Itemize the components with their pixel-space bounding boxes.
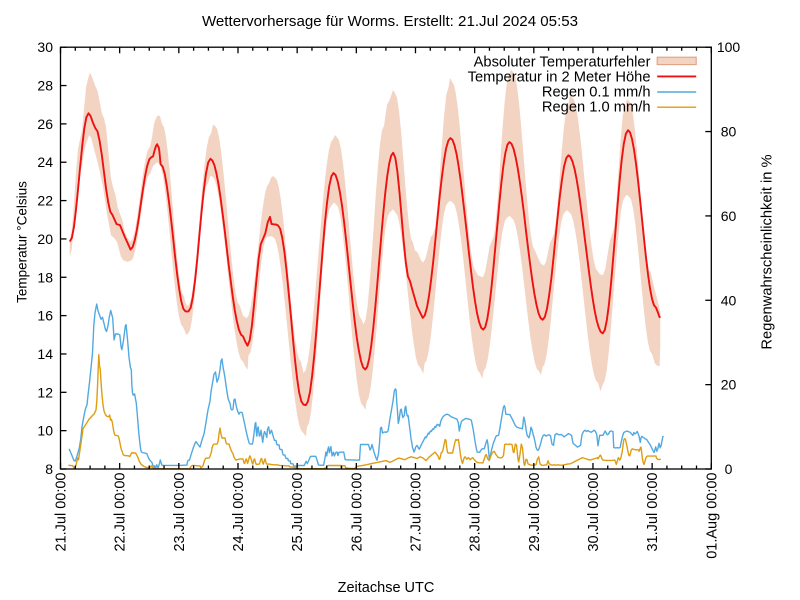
svg-text:Regenwahrscheinlichkeit in %: Regenwahrscheinlichkeit in % [760, 154, 776, 349]
svg-text:Regen 0.1 mm/h: Regen 0.1 mm/h [542, 85, 651, 101]
svg-text:31.Jul 00:00: 31.Jul 00:00 [645, 473, 661, 552]
svg-text:29.Jul 00:00: 29.Jul 00:00 [527, 473, 543, 552]
svg-text:16: 16 [37, 308, 53, 324]
svg-text:18: 18 [37, 269, 53, 285]
svg-text:Temperatur °Celsius: Temperatur °Celsius [15, 181, 30, 303]
svg-text:Regen 1.0 mm/h: Regen 1.0 mm/h [542, 100, 651, 116]
svg-text:24: 24 [37, 154, 53, 170]
svg-text:01.Aug 00:00: 01.Aug 00:00 [704, 473, 720, 559]
svg-text:Zeitachse UTC: Zeitachse UTC [338, 580, 435, 596]
svg-text:24.Jul 00:00: 24.Jul 00:00 [231, 473, 247, 552]
svg-text:26.Jul 00:00: 26.Jul 00:00 [349, 473, 365, 552]
svg-text:30: 30 [37, 39, 53, 55]
svg-text:60: 60 [721, 208, 737, 224]
svg-text:10: 10 [37, 423, 53, 439]
svg-text:26: 26 [37, 116, 53, 132]
svg-text:14: 14 [37, 346, 53, 362]
svg-text:20: 20 [721, 377, 737, 393]
svg-text:21.Jul 00:00: 21.Jul 00:00 [54, 473, 70, 552]
svg-text:22: 22 [37, 193, 53, 209]
svg-text:30.Jul 00:00: 30.Jul 00:00 [586, 473, 602, 552]
svg-text:Temperatur in 2 Meter Höhe: Temperatur in 2 Meter Höhe [468, 70, 651, 86]
svg-text:20: 20 [37, 231, 53, 247]
svg-text:23.Jul 00:00: 23.Jul 00:00 [172, 473, 188, 552]
svg-text:40: 40 [721, 292, 737, 308]
svg-text:0: 0 [725, 461, 733, 477]
svg-text:Wettervorhersage für Worms. Er: Wettervorhersage für Worms. Erstellt: 21… [202, 13, 578, 30]
svg-text:28: 28 [37, 78, 53, 94]
svg-text:80: 80 [721, 124, 737, 140]
svg-text:8: 8 [45, 461, 53, 477]
svg-text:Absoluter Temperaturfehler: Absoluter Temperaturfehler [474, 55, 651, 71]
svg-text:27.Jul 00:00: 27.Jul 00:00 [409, 473, 425, 552]
svg-text:100: 100 [717, 39, 741, 55]
svg-text:22.Jul 00:00: 22.Jul 00:00 [113, 473, 129, 552]
svg-text:12: 12 [37, 384, 53, 400]
svg-text:25.Jul 00:00: 25.Jul 00:00 [290, 473, 306, 552]
svg-text:28.Jul 00:00: 28.Jul 00:00 [468, 473, 484, 552]
